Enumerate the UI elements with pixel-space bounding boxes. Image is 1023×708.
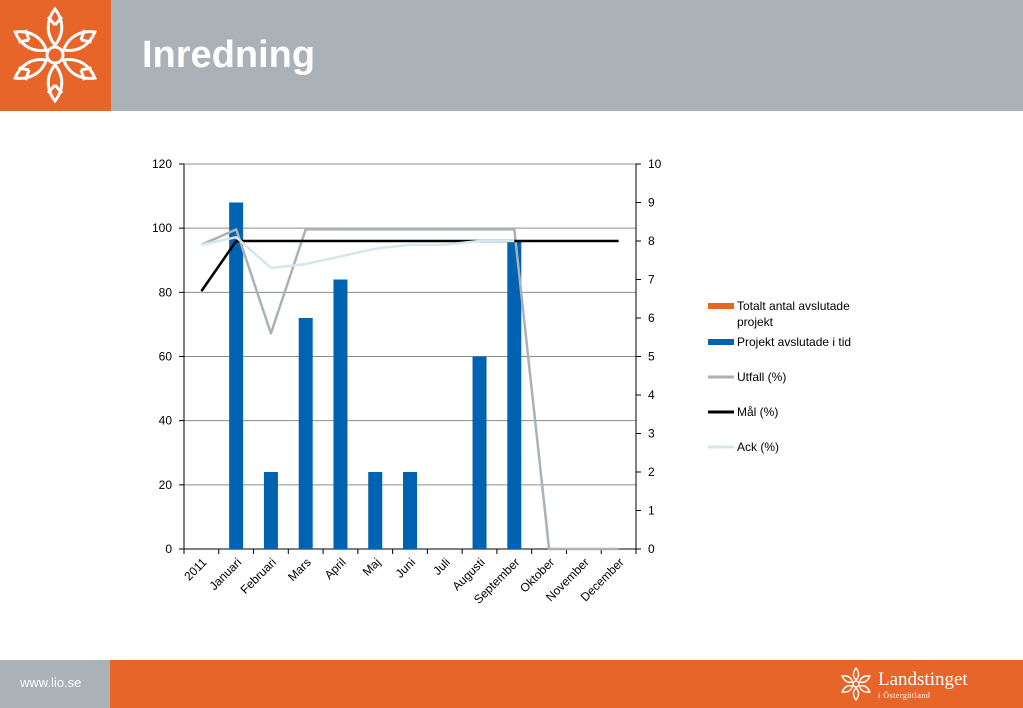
series-line [200, 228, 619, 551]
y-right-tick-label: 5 [648, 350, 655, 364]
y-right-tick-label: 4 [648, 388, 655, 402]
bar [403, 472, 417, 549]
snowflake-flower-icon [10, 6, 100, 103]
x-tick-label: Maj [360, 555, 384, 579]
bar [229, 202, 244, 549]
y-left-tick-label: 20 [159, 478, 173, 492]
x-tick-label: Juli [430, 555, 453, 578]
y-right-tick-label: 3 [648, 427, 655, 441]
page-title: Inredning [142, 34, 316, 76]
header-bar: Inredning [0, 0, 1023, 111]
y-left-tick-label: 40 [159, 414, 173, 428]
brand-subtitle: i Östergötland [878, 691, 931, 700]
brand-logo-icon [840, 666, 872, 701]
legend-label: Ack (%) [737, 440, 779, 454]
brand: Landstinget i Östergötland [838, 665, 1008, 703]
legend-swatch [708, 339, 734, 345]
legend-label: Totalt antal avslutade [737, 299, 850, 313]
legend-swatch [708, 303, 734, 309]
y-right-tick-label: 6 [648, 311, 655, 325]
bar [333, 279, 348, 549]
y-right-tick-label: 8 [648, 234, 655, 248]
brand-name: Landstinget [878, 669, 968, 690]
y-right-tick-label: 1 [648, 504, 655, 518]
legend-label: projekt [737, 315, 774, 329]
legend-label: Mål (%) [737, 405, 778, 419]
footer-left: www.lio.se [0, 660, 110, 708]
bar [507, 241, 522, 549]
y-right-tick-label: 9 [648, 196, 655, 210]
y-left-tick-label: 60 [159, 350, 173, 364]
bar [298, 318, 313, 549]
bar [263, 472, 278, 549]
series-line [200, 239, 619, 292]
footer-bar: www.lio.se Landstinget i Östergötland [0, 660, 1023, 708]
x-tick-label: Juni [393, 555, 418, 580]
series-line [201, 235, 515, 270]
y-left-tick-label: 120 [152, 157, 172, 171]
x-tick-label: Februari [238, 555, 279, 596]
logo-box [0, 0, 111, 111]
chart: 0204060801001200123456789102011JanuariFe… [152, 157, 851, 607]
y-right-tick-label: 0 [648, 542, 655, 556]
legend-label: Utfall (%) [737, 370, 786, 384]
bar [472, 356, 487, 549]
y-left-tick-label: 0 [165, 542, 172, 556]
y-right-tick-label: 7 [648, 273, 655, 287]
legend-label: Projekt avslutade i tid [737, 335, 851, 349]
x-tick-label: 2011 [181, 555, 209, 583]
footer-url[interactable]: www.lio.se [20, 675, 82, 690]
y-left-tick-label: 80 [159, 285, 173, 299]
bar [368, 472, 383, 549]
y-right-tick-label: 10 [648, 157, 662, 171]
x-tick-label: April [322, 555, 349, 582]
x-tick-label: Mars [285, 555, 314, 584]
y-left-tick-label: 100 [152, 221, 172, 235]
y-right-tick-label: 2 [648, 465, 655, 479]
